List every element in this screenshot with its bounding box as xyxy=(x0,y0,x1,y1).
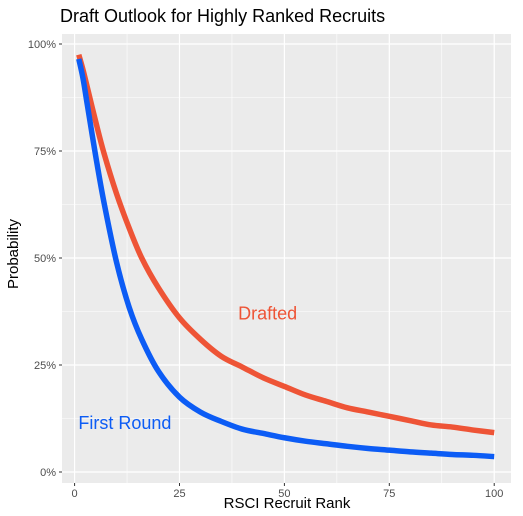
y-axis-title: Probability xyxy=(5,218,22,289)
x-tick-label: 50 xyxy=(278,488,290,500)
y-axis: 0% 25% 50% 75% 100% xyxy=(28,39,62,479)
x-axis: 0 25 50 75 100 xyxy=(72,483,503,500)
grid-major xyxy=(62,34,511,483)
x-tick-label: 75 xyxy=(383,488,395,500)
y-tick-label: 75% xyxy=(34,146,56,158)
x-tick-label: 100 xyxy=(485,488,503,500)
series-lines xyxy=(76,53,495,460)
y-tick-label: 50% xyxy=(34,253,56,265)
series-label-first-round: First Round xyxy=(78,413,171,433)
x-tick-label: 0 xyxy=(72,488,78,500)
y-tick-label: 0% xyxy=(40,467,56,479)
series-label-drafted: Drafted xyxy=(238,304,297,324)
series-line-drafted xyxy=(76,53,495,436)
x-tick-label: 25 xyxy=(173,488,185,500)
series-line-first-round xyxy=(76,58,495,460)
chart-title: Draft Outlook for Highly Ranked Recruits xyxy=(60,6,385,26)
x-axis-title: RSCI Recruit Rank xyxy=(224,495,351,512)
y-tick-label: 25% xyxy=(34,360,56,372)
y-tick-label: 100% xyxy=(28,39,56,51)
series-labels: Drafted First Round xyxy=(78,304,297,433)
